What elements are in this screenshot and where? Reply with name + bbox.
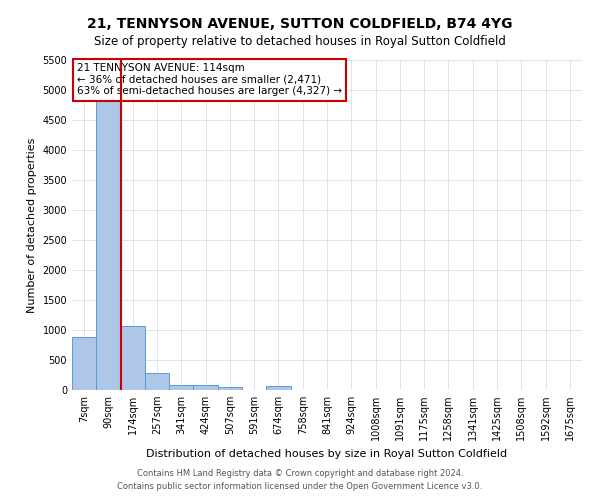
- Y-axis label: Number of detached properties: Number of detached properties: [27, 138, 37, 312]
- Bar: [72, 337, 96, 390]
- Bar: [218, 387, 242, 390]
- Text: 21, TENNYSON AVENUE, SUTTON COLDFIELD, B74 4YG: 21, TENNYSON AVENUE, SUTTON COLDFIELD, B…: [87, 18, 513, 32]
- Text: 21 TENNYSON AVENUE: 114sqm
← 36% of detached houses are smaller (2,471)
63% of s: 21 TENNYSON AVENUE: 114sqm ← 36% of deta…: [77, 64, 342, 96]
- Bar: [193, 385, 218, 390]
- Bar: [121, 326, 145, 390]
- Bar: [96, 63, 121, 390]
- Bar: [169, 384, 193, 390]
- Text: Contains HM Land Registry data © Crown copyright and database right 2024.: Contains HM Land Registry data © Crown c…: [137, 468, 463, 477]
- Text: Contains public sector information licensed under the Open Government Licence v3: Contains public sector information licen…: [118, 482, 482, 491]
- Bar: [145, 373, 169, 390]
- Bar: [266, 386, 290, 390]
- X-axis label: Distribution of detached houses by size in Royal Sutton Coldfield: Distribution of detached houses by size …: [146, 448, 508, 458]
- Text: Size of property relative to detached houses in Royal Sutton Coldfield: Size of property relative to detached ho…: [94, 35, 506, 48]
